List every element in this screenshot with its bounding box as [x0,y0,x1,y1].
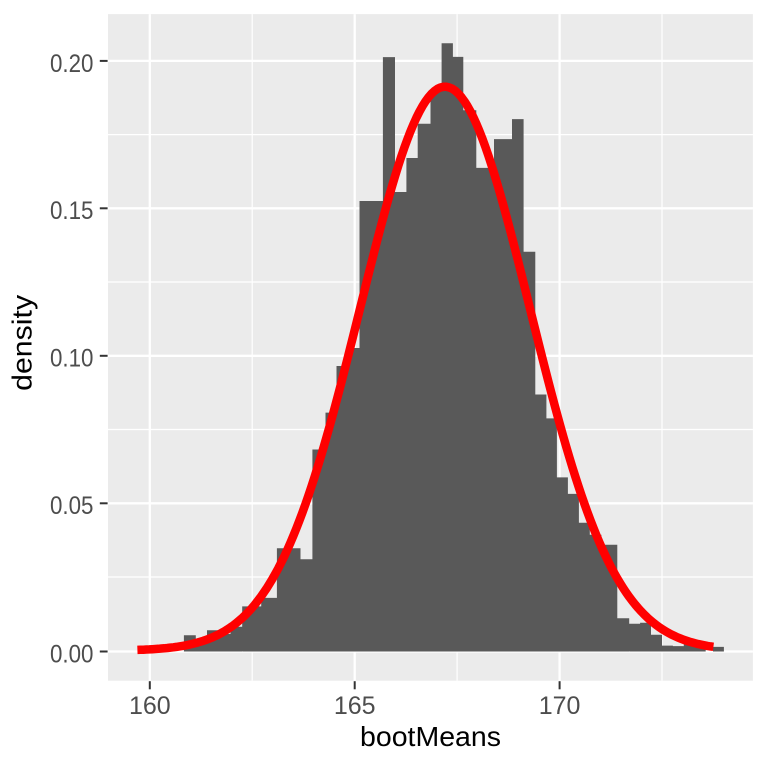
svg-text:0.20: 0.20 [50,50,94,78]
svg-text:165: 165 [334,692,376,720]
svg-text:bootMeans: bootMeans [360,721,501,752]
svg-text:170: 170 [539,692,581,720]
svg-text:0.05: 0.05 [50,492,94,520]
svg-text:density: density [7,295,38,391]
svg-text:160: 160 [129,692,171,720]
svg-text:0.00: 0.00 [50,640,94,668]
svg-text:0.15: 0.15 [50,197,94,225]
svg-text:0.10: 0.10 [50,345,94,373]
